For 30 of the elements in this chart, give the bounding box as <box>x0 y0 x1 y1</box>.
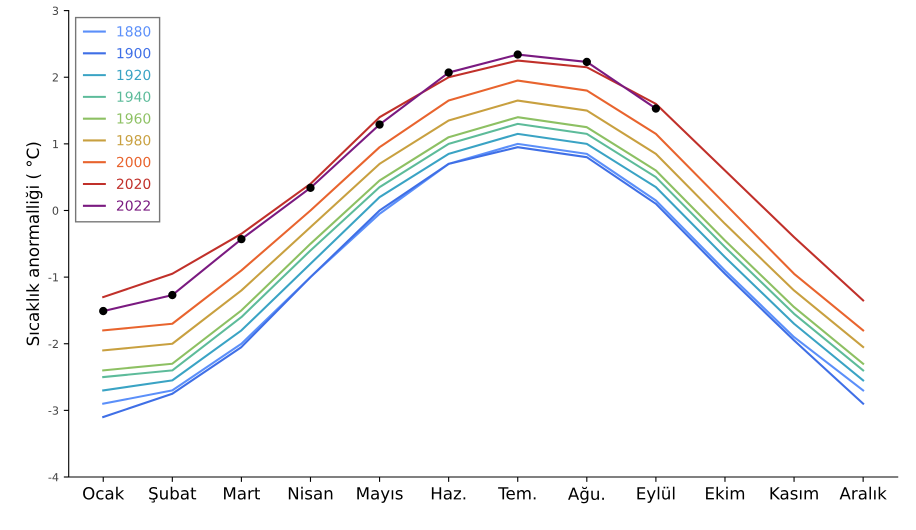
legend-label: 1940 <box>117 91 150 102</box>
x-tick-label: Kasım <box>770 487 818 500</box>
x-tick-label: Haz. <box>432 487 466 500</box>
x-tick-label: Eylül <box>637 486 674 503</box>
x-tick-label: Ocak <box>83 486 124 500</box>
legend-label: 1900 <box>117 48 150 58</box>
x-tick-label: Nisan <box>288 486 332 500</box>
x-tick-label: Ağu. <box>568 486 604 504</box>
legend-label: 2000 <box>116 156 150 168</box>
legend-label: 1960 <box>117 113 150 124</box>
y-tick-label: -2 <box>48 340 58 348</box>
y-tick-label: 2 <box>52 73 58 82</box>
y-tick-label: -4 <box>48 473 58 482</box>
legend-label: 2022 <box>116 200 150 211</box>
x-tick-label: Mayıs <box>357 487 403 503</box>
legend-label: 1880 <box>117 26 150 37</box>
x-tick-label: Aralık <box>840 486 887 500</box>
x-tick-label: Ekim <box>706 486 744 500</box>
legend-label: 1980 <box>117 135 150 146</box>
x-tick-label: Tem. <box>498 487 536 500</box>
y-tick-label: 1 <box>53 140 58 148</box>
legend-label: 2020 <box>116 178 150 190</box>
legend-label: 1920 <box>117 70 150 80</box>
x-tick-label: Şubat <box>149 486 196 503</box>
y-tick-label: 0 <box>52 206 58 215</box>
y-tick-label: 3 <box>52 6 58 15</box>
y-tick-label: -1 <box>48 273 58 282</box>
y-tick-label: -3 <box>48 406 58 415</box>
x-tick-label: Mart <box>224 487 260 500</box>
y-axis-title: Sıcaklık anormalliği ( °C) <box>26 142 42 346</box>
